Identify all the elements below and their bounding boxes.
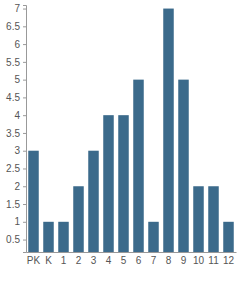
y-axis: 0.5 1 1.5 2 2.5 3 3.5 4 4.5 5 5.5 6 6.5 7 (6, 3, 26, 252)
y-tick: 7 (14, 3, 26, 14)
y-tick-mark (23, 204, 26, 205)
bar (178, 80, 189, 252)
y-tick-mark (23, 80, 26, 81)
y-tick-mark (23, 115, 26, 116)
x-tick-label: 3 (91, 255, 97, 266)
x-axis-line (27, 252, 237, 253)
y-tick-label: 4.5 (6, 92, 20, 103)
x-tick: 8 (166, 252, 172, 266)
y-tick-mark (23, 186, 26, 187)
y-tick: 3 (14, 145, 26, 156)
x-tick-label: 7 (151, 255, 157, 266)
plot: 0.511.522.533.544.555.566.57PKK123456789… (6, 3, 236, 266)
bar (73, 186, 84, 252)
y-tick: 1 (14, 216, 26, 227)
x-tick-label: K (45, 255, 52, 266)
y-tick-mark (23, 240, 26, 241)
bar (43, 222, 54, 252)
y-tick-mark (23, 26, 26, 27)
x-tick-label: 5 (121, 255, 127, 266)
x-tick: 12 (223, 252, 235, 266)
x-tick-label: PK (27, 255, 41, 266)
y-tick: 1.5 (6, 199, 26, 210)
y-tick: 6 (14, 39, 26, 50)
y-tick: 2.5 (6, 163, 26, 174)
bar (148, 222, 159, 252)
y-tick: 4 (14, 110, 26, 121)
x-tick-label: 9 (181, 255, 187, 266)
y-axis-line (23, 6, 27, 253)
y-tick-mark (23, 168, 26, 169)
y-tick-label: 1.5 (6, 199, 20, 210)
bar (103, 115, 114, 252)
bar (58, 222, 69, 252)
y-tick-label: 6 (14, 39, 20, 50)
x-tick: 9 (181, 252, 187, 266)
y-tick: 5 (14, 74, 26, 85)
x-tick-label: 2 (76, 255, 82, 266)
x-tick-label: 1 (61, 255, 67, 266)
bar (193, 186, 204, 252)
x-tick: PK (27, 252, 41, 266)
x-axis: PKK123456789101112 (27, 252, 237, 266)
y-tick: 3.5 (6, 128, 26, 139)
y-tick-label: 2 (14, 181, 20, 192)
x-tick-label: 11 (208, 255, 219, 266)
y-tick: 4.5 (6, 92, 26, 103)
y-tick-label: 3.5 (6, 128, 20, 139)
x-tick-label: 12 (223, 255, 235, 266)
y-tick: 5.5 (6, 57, 26, 68)
y-tick-label: 0.5 (6, 234, 20, 245)
y-tick-mark (23, 97, 26, 98)
bar (118, 115, 129, 252)
x-tick: 3 (91, 252, 97, 266)
y-tick-mark (23, 62, 26, 63)
y-tick: 0.5 (6, 234, 26, 245)
y-tick-mark (23, 44, 26, 45)
y-tick-label: 5.5 (6, 57, 20, 68)
y-tick: 2 (14, 181, 26, 192)
x-tick: 2 (76, 252, 82, 266)
y-tick-mark (23, 151, 26, 152)
chart: 0.511.522.533.544.555.566.57PKK123456789… (0, 0, 240, 296)
y-tick-label: 7 (14, 3, 20, 14)
y-tick-mark (23, 222, 26, 223)
y-tick-label: 5 (14, 74, 20, 85)
y-tick-mark (23, 9, 26, 10)
y-tick-label: 4 (14, 110, 20, 121)
bar (28, 151, 39, 252)
y-tick: 6.5 (6, 21, 26, 32)
x-tick: 11 (208, 252, 219, 266)
y-tick-label: 2.5 (6, 163, 20, 174)
y-tick-label: 1 (14, 216, 20, 227)
x-tick: 1 (61, 252, 67, 266)
x-tick: 7 (151, 252, 157, 266)
x-tick-label: 6 (136, 255, 142, 266)
bars (28, 9, 234, 252)
x-tick: K (45, 252, 52, 266)
x-tick: 5 (121, 252, 127, 266)
bar (163, 9, 174, 252)
bar (133, 80, 144, 252)
bar (88, 151, 99, 252)
x-tick-label: 10 (193, 255, 205, 266)
bar (223, 222, 234, 252)
x-tick-label: 8 (166, 255, 172, 266)
x-tick: 4 (106, 252, 112, 266)
y-tick-label: 6.5 (6, 21, 20, 32)
x-tick-label: 4 (106, 255, 112, 266)
y-tick-label: 3 (14, 145, 20, 156)
y-tick-mark (23, 133, 26, 134)
x-tick: 6 (136, 252, 142, 266)
bar (208, 186, 219, 252)
x-tick: 10 (193, 252, 205, 266)
